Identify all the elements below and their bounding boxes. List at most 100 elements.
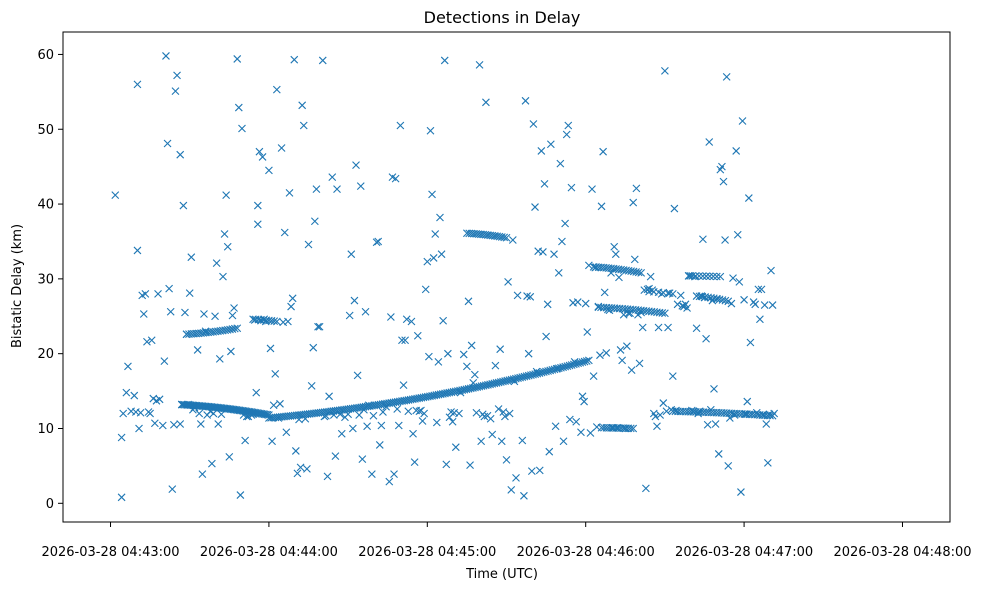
scatter-point (467, 341, 476, 350)
scatter-point (185, 289, 194, 297)
scatter-point (399, 381, 408, 389)
scatter-point (272, 85, 281, 94)
scatter-point (502, 456, 511, 464)
scatter-point (691, 272, 700, 280)
scatter-point (122, 388, 131, 397)
scatter-point (466, 461, 474, 470)
scatter-point (768, 411, 777, 420)
scatter-point (424, 352, 433, 361)
scatter-point (181, 308, 189, 317)
scatter-point (280, 228, 289, 237)
scatter-point (702, 272, 711, 281)
scatter-point (611, 250, 620, 259)
scatter-point (703, 420, 712, 429)
scatter-point (670, 204, 679, 213)
scatter-point (154, 289, 162, 298)
scatter-point (527, 467, 536, 476)
scatter-point (629, 424, 638, 433)
scatter-point (507, 485, 516, 494)
scatter-point (564, 121, 573, 130)
scatter-point (196, 420, 205, 428)
x-axis-label: Time (UTC) (465, 567, 538, 582)
scatter-point (429, 254, 438, 262)
scatter-point (287, 302, 295, 311)
scatter-point (176, 420, 185, 428)
scatter-point (141, 289, 150, 298)
scatter-point (477, 437, 486, 446)
scatter-point (683, 304, 691, 312)
scatter-point (266, 344, 275, 353)
scatter-point (233, 55, 242, 63)
y-axis-label: Bistatic Delay (km) (10, 224, 25, 348)
scatter-point (271, 369, 280, 378)
scatter-point (709, 272, 718, 281)
scatter-point (754, 285, 763, 294)
scatter-point (253, 201, 262, 210)
scatter-point (361, 307, 370, 316)
scatter-point (583, 328, 592, 336)
scatter-point (599, 147, 608, 156)
scatter-point (497, 437, 506, 446)
scatter-point (285, 188, 294, 197)
scatter-point (589, 372, 598, 381)
scatter-point (619, 310, 628, 319)
scatter-point (375, 441, 384, 449)
scatter-point (296, 463, 305, 472)
scatter-point (518, 436, 527, 445)
y-tick-label: 0 (46, 497, 54, 512)
scatter-point (315, 322, 324, 331)
scatter-point (634, 268, 643, 277)
scatter-point (428, 190, 436, 199)
scatter-point (705, 138, 714, 146)
chart-title: Detections in Delay (424, 8, 581, 27)
scatter-point (451, 443, 460, 452)
scatter-point (158, 421, 167, 430)
scatter-point (637, 268, 646, 277)
scatter-point (602, 349, 611, 357)
scatter-point (179, 201, 188, 210)
scatter-point (472, 408, 481, 417)
scatter-point (482, 98, 490, 107)
scatter-point (111, 191, 120, 199)
scatter-point (529, 120, 538, 128)
scatter-point (616, 346, 625, 354)
scatter-point (751, 300, 760, 309)
scatter-point (760, 301, 769, 309)
scatter-point (626, 424, 635, 433)
scatter-point (586, 429, 595, 437)
scatter-point (299, 121, 308, 130)
scatter-point (367, 470, 376, 479)
scatter-point (733, 230, 742, 239)
scatter-point (554, 268, 563, 277)
scatter-point (491, 361, 500, 370)
scatter-point (402, 315, 411, 324)
scatter-point (470, 370, 479, 379)
scatter-point (222, 191, 231, 199)
scatter-point (212, 259, 221, 268)
scatter-point (423, 257, 432, 266)
scatter-point (584, 356, 593, 365)
y-tick-label: 30 (37, 272, 54, 287)
y-tick-label: 60 (37, 48, 54, 63)
scatter-point (673, 300, 682, 309)
scatter-point (413, 331, 422, 340)
scatter-point (230, 304, 238, 312)
scatter-point (215, 355, 224, 363)
scatter-point (228, 311, 237, 320)
data-points (111, 52, 779, 502)
scatter-point (220, 230, 229, 238)
scatter-point (386, 313, 395, 321)
scatter-point (372, 238, 381, 247)
scatter-point (668, 372, 677, 381)
scatter-point (551, 422, 560, 431)
scatter-point (762, 420, 771, 428)
scatter-point (499, 408, 508, 416)
scatter-point (542, 332, 550, 341)
scatter-point (136, 408, 145, 417)
scatter-point (581, 299, 590, 308)
x-tick-label: 2026-03-28 04:48:00 (833, 545, 971, 560)
scatter-point (504, 277, 512, 286)
scatter-point (208, 459, 216, 468)
scatter-point (531, 203, 539, 211)
